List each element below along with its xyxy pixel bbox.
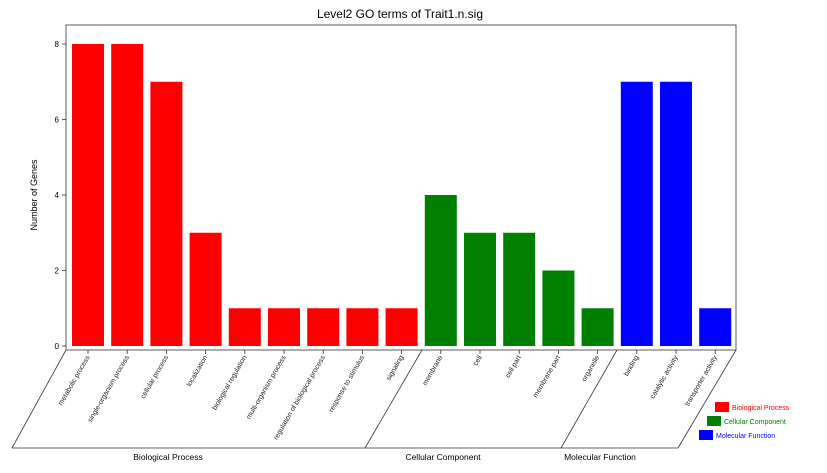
group-divider — [677, 349, 737, 449]
y-tick-label: 6 — [55, 116, 60, 125]
x-tick-label: response to stimulus — [328, 354, 366, 414]
bar-multi-organism-process — [268, 308, 300, 346]
bar-catalytic-activity — [660, 81, 692, 346]
group-divider — [364, 349, 423, 449]
legend-swatch — [707, 416, 721, 426]
legend-label: Biological Process — [732, 405, 790, 412]
legend-label: Cellular Component — [724, 419, 786, 426]
bar-response-to-stimulus — [346, 308, 379, 346]
x-tick-label: biological regulation — [212, 354, 249, 411]
x-tick-label: membrane — [422, 354, 445, 387]
group-divider — [11, 349, 67, 449]
x-tick-label: multi-organism process — [245, 354, 287, 421]
bar-signaling — [385, 308, 418, 346]
y-axis-label: Number of Genes — [29, 159, 39, 231]
plot-frame — [65, 24, 737, 351]
group-label: Biological Process — [133, 452, 202, 462]
x-tick-label: organelle — [581, 354, 602, 383]
chart-title: Level2 GO terms of Trait1.n.sig — [317, 7, 483, 21]
bar-membrane — [424, 195, 457, 346]
y-tick-label: 2 — [55, 267, 60, 276]
legend-swatch — [699, 430, 713, 440]
group-label: Cellular Component — [405, 452, 481, 462]
x-tick-label: cell part — [505, 354, 523, 379]
bar-transporter-activity — [699, 308, 732, 346]
bar-regulation-of-biological-process — [307, 308, 340, 346]
bar-cell — [464, 232, 496, 346]
bar-biological-regulation — [228, 308, 261, 346]
y-tick-label: 4 — [55, 191, 60, 200]
bar-binding — [620, 81, 653, 346]
x-tick-label: catalytic activity — [649, 354, 680, 400]
bar-cellular-process — [150, 81, 183, 346]
x-tick-label: metabolic process — [57, 354, 92, 407]
x-tick-label: localization — [186, 354, 209, 388]
bar-organelle — [581, 308, 614, 346]
legend-swatch — [715, 402, 729, 412]
x-tick-label: single-organism process — [87, 354, 131, 424]
y-tick-label: 8 — [55, 40, 60, 49]
bar-metabolic-process — [72, 44, 104, 346]
x-tick-label: signaling — [385, 354, 405, 382]
bar-single-organism-process — [111, 44, 144, 346]
bar-membrane-part — [542, 270, 575, 346]
bar-cell-part — [503, 232, 536, 346]
x-tick-label: binding — [623, 354, 640, 377]
y-tick-label: 0 — [55, 342, 60, 351]
x-tick-label: membrane part — [532, 354, 562, 399]
bar-localization — [189, 232, 222, 346]
group-label: Molecular Function — [564, 452, 636, 462]
x-tick-label: cellular process — [140, 354, 171, 400]
legend-label: Molecular Function — [716, 433, 775, 440]
x-tick-label: cell — [472, 354, 484, 367]
x-tick-label: transporter activity — [684, 354, 719, 407]
group-divider — [560, 349, 618, 449]
